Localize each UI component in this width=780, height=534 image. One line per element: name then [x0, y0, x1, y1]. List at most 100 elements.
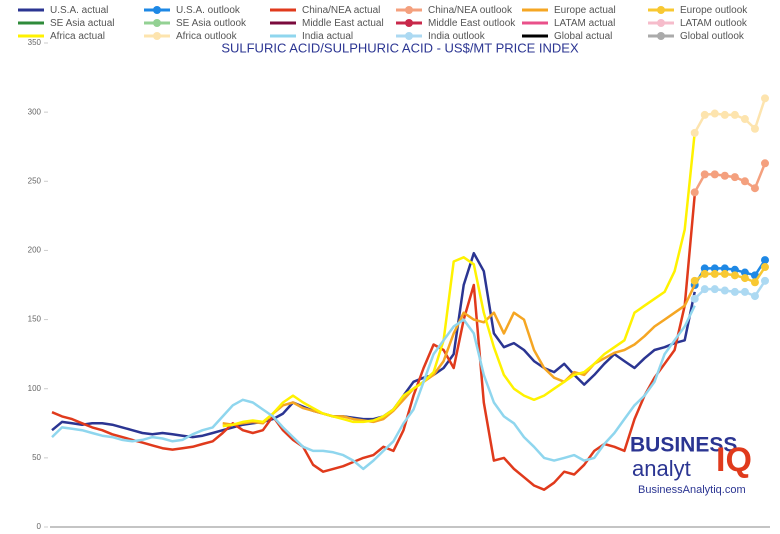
point-marker: [730, 287, 739, 296]
point-marker: [710, 269, 719, 278]
legend: U.S.A. actual U.S.A. outlook China/NEA act…: [18, 4, 774, 42]
point-marker: [700, 170, 709, 179]
legend-swatch: [522, 8, 548, 12]
logo-text: analyt: [632, 456, 691, 481]
legend-label: Global actual: [554, 30, 613, 42]
legend-marker: [153, 6, 161, 14]
point-marker: [740, 287, 749, 296]
series-line: [51, 305, 696, 471]
point-marker: [690, 188, 699, 197]
legend-swatch: [648, 32, 674, 40]
logo-text: BUSINESS: [630, 434, 737, 457]
legend-item: LATAM outlook: [648, 17, 774, 29]
y-tick-label: 0: [37, 522, 42, 531]
y-tick-label: 200: [28, 246, 42, 255]
legend-label: Europe actual: [554, 4, 616, 16]
point-marker: [720, 110, 729, 119]
legend-item: Middle East outlook: [396, 17, 522, 29]
legend-marker: [657, 32, 665, 40]
point-marker: [750, 292, 759, 301]
legend-item: India actual: [270, 30, 396, 42]
y-tick-label: 250: [28, 176, 42, 185]
legend-marker: [405, 32, 413, 40]
point-marker: [740, 268, 749, 277]
legend-marker: [405, 6, 413, 14]
legend-marker: [153, 32, 161, 40]
point-marker: [720, 269, 729, 278]
point-marker: [740, 115, 749, 124]
legend-label: Africa outlook: [176, 30, 237, 42]
legend-item: Middle East actual: [270, 17, 396, 29]
point-marker: [761, 94, 769, 103]
legend-label: LATAM actual: [554, 17, 616, 29]
legend-label: LATAM outlook: [680, 17, 747, 29]
point-marker: [761, 276, 769, 285]
legend-label: U.S.A. actual: [50, 4, 109, 16]
logo-text: IQ: [716, 441, 752, 479]
legend-item: Africa actual: [18, 30, 144, 42]
point-marker: [761, 256, 769, 265]
point-marker: [700, 264, 709, 273]
legend-swatch: [396, 32, 422, 40]
point-marker: [700, 110, 709, 119]
legend-label: U.S.A. outlook: [176, 4, 240, 16]
point-marker: [710, 285, 719, 294]
legend-swatch: [144, 32, 170, 40]
legend-label: China/NEA outlook: [428, 4, 512, 16]
point-marker: [690, 294, 699, 303]
point-marker: [730, 265, 739, 274]
legend-label: India actual: [302, 30, 354, 42]
legend-marker: [657, 19, 665, 27]
point-marker: [730, 271, 739, 280]
legend-swatch: [270, 21, 296, 25]
point-marker: [700, 285, 709, 294]
series-line: [222, 132, 696, 428]
point-marker: [740, 274, 749, 283]
legend-item: SE Asia actual: [18, 17, 144, 29]
legend-label: Europe outlook: [680, 4, 748, 16]
point-marker: [710, 109, 719, 118]
point-marker: [750, 184, 759, 193]
legend-label: Global outlook: [680, 30, 744, 42]
point-marker: [720, 264, 729, 273]
chart-title: SULFURIC ACID/SULPHURIC ACID - US$/MT PR…: [221, 40, 579, 55]
y-tick-label: 300: [28, 107, 42, 116]
point-marker: [700, 269, 709, 278]
legend-swatch: [270, 8, 296, 12]
point-marker: [710, 170, 719, 179]
point-marker: [740, 177, 749, 186]
legend-swatch: [396, 19, 422, 27]
point-marker: [720, 286, 729, 295]
legend-label: India outlook: [428, 30, 485, 42]
series-line: [222, 284, 696, 426]
logo-url: BusinessAnalytiq.com: [638, 484, 746, 496]
legend-swatch: [144, 19, 170, 27]
legend-label: Middle East outlook: [428, 17, 516, 29]
legend-item: U.S.A. outlook: [144, 4, 270, 16]
y-tick-label: 50: [32, 453, 41, 462]
legend-label: Middle East actual: [302, 17, 384, 29]
legend-item: Europe outlook: [648, 4, 774, 16]
legend-item: Europe actual: [522, 4, 648, 16]
legend-item: Global outlook: [648, 30, 774, 42]
legend-item: LATAM actual: [522, 17, 648, 29]
legend-label: SE Asia outlook: [176, 17, 247, 29]
point-marker: [730, 173, 739, 182]
series-line: [51, 194, 696, 491]
point-marker: [690, 276, 699, 285]
legend-swatch: [396, 6, 422, 14]
point-marker: [761, 159, 769, 168]
legend-label: Africa actual: [50, 30, 106, 42]
legend-swatch: [18, 8, 44, 12]
y-tick-label: 100: [28, 384, 42, 393]
legend-swatch: [648, 6, 674, 14]
logo: BUSINESS analyt IQ BusinessAnalytiq.com: [630, 434, 752, 496]
point-marker: [750, 124, 759, 133]
legend-swatch: [522, 34, 548, 38]
point-marker: [730, 110, 739, 119]
legend-item: U.S.A. actual: [18, 4, 144, 16]
point-marker: [720, 171, 729, 180]
legend-item: China/NEA outlook: [396, 4, 522, 16]
